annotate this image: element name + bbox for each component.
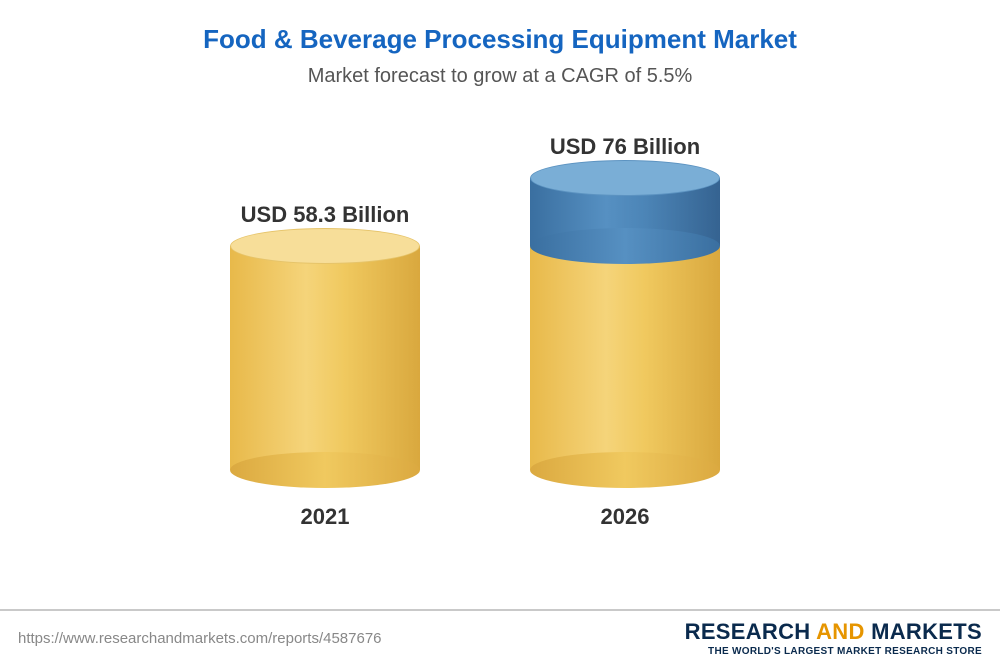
footer-url: https://www.researchandmarkets.com/repor… xyxy=(18,630,382,647)
chart-area: USD 58.3 Billion 2021 USD 76 Billion 202… xyxy=(0,110,1000,570)
cylinder-bar-2026: USD 76 Billion 2026 xyxy=(530,134,720,530)
cylinder-bottom-2026 xyxy=(530,452,720,488)
value-label-2026: USD 76 Billion xyxy=(530,134,720,160)
footer-logo: RESEARCH AND MARKETS THE WORLD'S LARGEST… xyxy=(685,619,982,657)
logo-text-research: RESEARCH xyxy=(685,619,811,644)
logo-text-and: AND xyxy=(816,619,865,644)
footer: https://www.researchandmarkets.com/repor… xyxy=(0,609,1000,667)
cylinder-bottom-2021 xyxy=(230,452,420,488)
chart-title: Food & Beverage Processing Equipment Mar… xyxy=(0,0,1000,55)
cylinder-2026 xyxy=(530,178,720,470)
cylinder-bar-2021: USD 58.3 Billion 2021 xyxy=(230,202,420,530)
cylinder-top-2021 xyxy=(230,228,420,264)
year-label-2026: 2026 xyxy=(530,504,720,530)
logo-tagline: THE WORLD'S LARGEST MARKET RESEARCH STOR… xyxy=(685,646,982,657)
cylinder-yellow-segment-2026 xyxy=(530,246,720,470)
cylinder-body-2021 xyxy=(230,246,420,470)
cylinder-top-2026 xyxy=(530,160,720,196)
logo-main: RESEARCH AND MARKETS xyxy=(685,619,982,645)
value-label-2021: USD 58.3 Billion xyxy=(230,202,420,228)
cylinder-2021 xyxy=(230,246,420,470)
logo-text-markets: MARKETS xyxy=(871,619,982,644)
year-label-2021: 2021 xyxy=(230,504,420,530)
chart-subtitle: Market forecast to grow at a CAGR of 5.5… xyxy=(0,55,1000,88)
cylinder-divider-2026 xyxy=(530,228,720,264)
